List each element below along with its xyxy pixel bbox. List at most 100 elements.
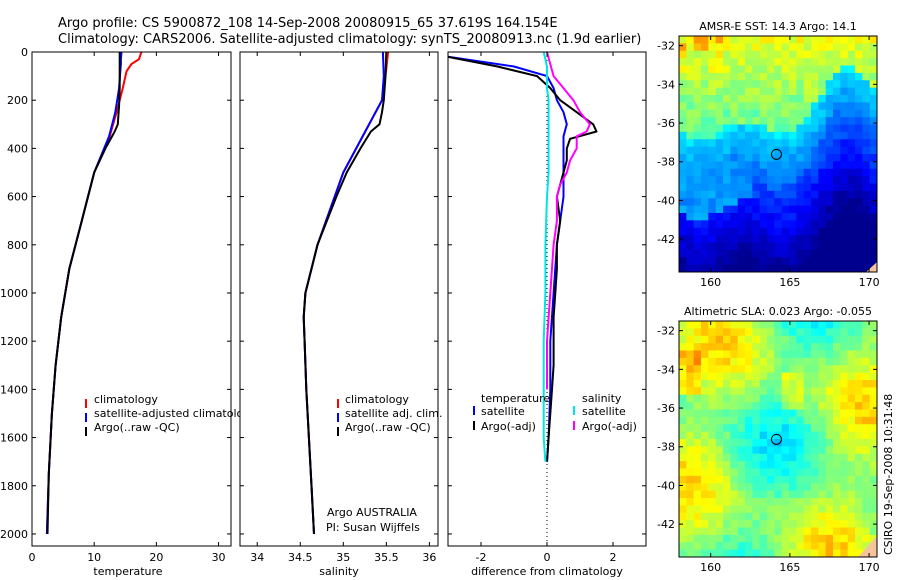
- map-cell: [679, 65, 687, 74]
- map-cell: [789, 357, 797, 366]
- map-cell: [752, 380, 761, 388]
- map-cell: [811, 512, 819, 521]
- map-cell: [723, 249, 731, 258]
- map-cell: [686, 350, 695, 359]
- x-tick-label: 160: [700, 561, 721, 574]
- map-cell: [811, 154, 819, 162]
- map-cell: [862, 72, 871, 81]
- map-cell: [869, 87, 877, 96]
- map-cell: [693, 505, 702, 514]
- map-cell: [745, 43, 753, 52]
- map-cell: [715, 380, 724, 388]
- map-cell: [679, 402, 687, 410]
- map-cell: [715, 102, 724, 111]
- map-cell: [767, 220, 775, 229]
- map-cell: [759, 161, 768, 170]
- map-cell: [840, 387, 849, 396]
- map-cell: [737, 350, 746, 359]
- map-cell: [840, 409, 849, 418]
- map-cell: [803, 183, 812, 192]
- map-cell: [811, 542, 819, 551]
- map-cell: [759, 387, 768, 396]
- map-cell: [825, 102, 834, 111]
- map-cell: [701, 190, 709, 199]
- map-cell: [745, 235, 753, 243]
- map-cell: [693, 257, 702, 266]
- map-cell: [862, 220, 871, 229]
- map-cell: [789, 36, 797, 44]
- map-cell: [847, 80, 856, 89]
- map-cell: [701, 43, 709, 52]
- map-cell: [789, 387, 797, 396]
- map-cell: [759, 424, 768, 433]
- map-cell: [679, 453, 687, 462]
- map-cell: [730, 50, 739, 59]
- map-cell: [767, 431, 775, 440]
- map-cell: [803, 249, 812, 258]
- map-cell: [759, 380, 768, 388]
- map-cell: [759, 483, 768, 492]
- map-cell: [847, 380, 856, 388]
- map-cell: [693, 117, 702, 125]
- map-cell: [737, 249, 746, 258]
- map-cell: [818, 520, 827, 528]
- map-cell: [789, 380, 797, 388]
- map-cell: [789, 372, 797, 381]
- map-cell: [811, 365, 819, 374]
- map-cell: [855, 416, 863, 425]
- x-tick-label: 36: [422, 551, 436, 564]
- map-cell: [686, 95, 695, 103]
- map-cell: [723, 205, 731, 214]
- map-cell: [737, 65, 746, 74]
- map-cell: [811, 36, 819, 44]
- map-cell: [723, 146, 731, 155]
- map-cell: [723, 264, 731, 272]
- map-cell: [686, 109, 695, 118]
- map-cell: [803, 139, 812, 148]
- map-cell: [818, 357, 827, 366]
- map-cell: [833, 168, 841, 177]
- map-cell: [796, 227, 805, 236]
- map-cell: [752, 453, 761, 462]
- map-cell: [781, 146, 790, 155]
- map-cell: [686, 249, 695, 258]
- map-cell: [840, 549, 849, 557]
- map-cell: [759, 242, 768, 251]
- map-cell: [759, 102, 768, 111]
- map-cell: [686, 65, 695, 74]
- map-cell: [686, 87, 695, 96]
- map-cell: [855, 365, 863, 374]
- map-cell: [737, 87, 746, 96]
- map-cell: [737, 527, 746, 536]
- map-cell: [825, 161, 834, 170]
- map-cell: [708, 95, 717, 103]
- map-cell: [796, 102, 805, 111]
- map-cell: [796, 534, 805, 543]
- map-cell: [686, 335, 695, 344]
- y-tick-label: 0: [21, 46, 28, 59]
- map-cell: [752, 161, 761, 170]
- map-cell: [767, 198, 775, 207]
- map-cell: [708, 198, 717, 207]
- map-cell: [774, 198, 783, 207]
- map-cell: [715, 350, 724, 359]
- map-cell: [847, 154, 856, 162]
- map-cell: [745, 139, 753, 148]
- map-cell: [686, 146, 695, 155]
- map-cell: [715, 205, 724, 214]
- map-cell: [767, 483, 775, 492]
- map-cell: [781, 242, 790, 251]
- map-cell: [737, 372, 746, 381]
- map-cell: [840, 431, 849, 440]
- map-cell: [855, 190, 863, 199]
- map-cell: [759, 109, 768, 118]
- map-cell: [745, 365, 753, 374]
- map-cell: [840, 343, 849, 351]
- map-cell: [847, 350, 856, 359]
- map-cell: [855, 439, 863, 447]
- map-cell: [789, 534, 797, 543]
- map-cell: [774, 321, 783, 329]
- map-cell: [759, 213, 768, 221]
- map-cell: [708, 475, 717, 484]
- map-cell: [752, 168, 761, 177]
